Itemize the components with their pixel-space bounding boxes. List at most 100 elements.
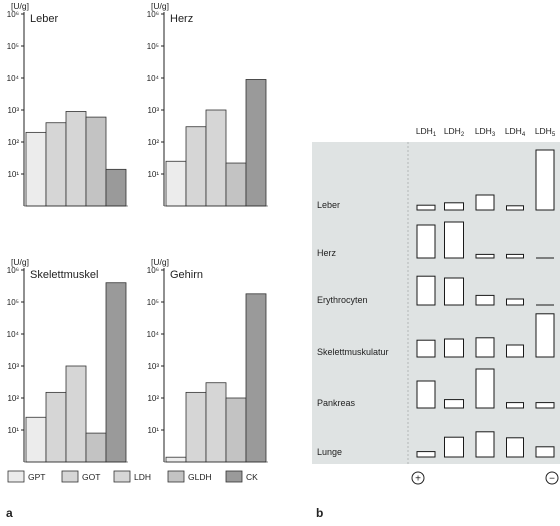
isoenzyme-column-headers: LDH1 LDH2 LDH3 LDH4 LDH5 — [416, 126, 556, 138]
isoenzyme-band — [475, 431, 495, 458]
y-tick-label: 10⁶ — [147, 266, 159, 275]
legend-swatch — [167, 470, 185, 483]
isoenzyme-row-herz: Herz — [317, 221, 554, 259]
isoenzyme-band — [475, 294, 495, 306]
isoenzyme-band — [444, 277, 464, 306]
bar-panel-gehirn: [U/g] 10¹ 10² 10³ 10⁴ 10⁵ 10⁶ Gehirn — [147, 257, 268, 463]
bar-ck — [105, 168, 127, 207]
y-tick-label: 10⁵ — [7, 298, 19, 307]
y-tick-label: 10¹ — [147, 426, 159, 435]
bar-gpt — [25, 131, 47, 207]
anode-label: + — [415, 474, 421, 485]
isoenzyme-row-skelettmuskulatur: Skelettmuskulatur — [317, 313, 555, 358]
bar-chart-panels: [U/g] 10¹ 10² 10³ 10⁴ 10⁵ 10⁶ Leber [U/g] 10¹ 10² 1… — [7, 1, 268, 463]
isoenzyme-band — [444, 436, 464, 458]
isoenzyme-band — [506, 402, 524, 409]
isoenzyme-band — [506, 437, 524, 458]
bar-got — [185, 126, 207, 207]
bar-ldh — [205, 382, 227, 463]
bar-ck — [245, 293, 267, 463]
column-header-ldh1: LDH1 — [416, 126, 437, 138]
isoenzyme-row-lunge: Lunge — [317, 431, 555, 458]
row-label: Herz — [317, 248, 337, 258]
legend-item-gldh: GLDH — [167, 470, 212, 483]
isoenzyme-band — [444, 221, 464, 259]
bar-panel-leber: [U/g] 10¹ 10² 10³ 10⁴ 10⁵ 10⁶ Leber — [7, 1, 128, 207]
y-tick-label: 10⁵ — [7, 42, 19, 51]
panel-title: Leber — [30, 13, 58, 25]
legend-swatch — [113, 470, 131, 483]
column-header-ldh5: LDH5 — [535, 126, 556, 138]
bar-gldh — [85, 432, 107, 463]
isoenzyme-band — [416, 451, 436, 458]
legend-item-ldh: LDH — [113, 470, 151, 483]
y-tick-label: 10¹ — [7, 426, 19, 435]
y-tick-label: 10⁴ — [147, 330, 160, 339]
isoenzyme-band — [444, 338, 464, 358]
y-tick-label: 10³ — [7, 106, 19, 115]
legend-item-got: GOT — [61, 470, 100, 483]
isoenzyme-band — [475, 337, 495, 358]
bar-panel-skelettmuskel: [U/g] 10¹ 10² 10³ 10⁴ 10⁵ 10⁶ Skelettmuskel — [7, 257, 128, 463]
panel-title: Skelettmuskel — [30, 269, 98, 281]
y-tick-label: 10⁵ — [147, 298, 159, 307]
bar-ldh — [65, 365, 87, 463]
isoenzyme-band — [535, 149, 555, 211]
y-tick-label: 10³ — [7, 362, 19, 371]
bar-got — [45, 122, 67, 207]
bar-ck — [245, 79, 267, 207]
bar-gldh — [85, 116, 107, 207]
y-tick-label: 10³ — [147, 362, 159, 371]
y-tick-label: 10⁶ — [7, 266, 19, 275]
column-header-ldh2: LDH2 — [444, 126, 465, 138]
cathode-label: − — [549, 474, 555, 485]
bar-gldh — [225, 162, 247, 207]
isoenzyme-row-leber: Leber — [317, 149, 555, 211]
y-tick-label: 10² — [147, 394, 159, 403]
cathode-icon — [545, 471, 559, 485]
isoenzyme-band — [416, 204, 436, 211]
isoenzyme-band — [416, 380, 436, 409]
bar-gpt — [165, 160, 187, 207]
panel-label-a: a — [6, 506, 13, 520]
bar-got — [45, 391, 67, 463]
legend-swatch — [225, 470, 243, 483]
column-header-ldh4: LDH4 — [505, 126, 526, 138]
legend-label: GLDH — [188, 472, 212, 482]
y-axis-unit-label: [U/g] — [151, 1, 169, 11]
y-tick-label: 10⁴ — [7, 330, 20, 339]
isoenzyme-band — [506, 253, 524, 259]
y-tick-label: 10² — [7, 138, 19, 147]
y-tick-label: 10⁴ — [147, 74, 160, 83]
isoenzyme-band — [444, 202, 464, 211]
legend-label: GOT — [82, 472, 100, 482]
y-tick-label: 10⁶ — [147, 10, 159, 19]
isoenzyme-band — [535, 402, 555, 409]
y-tick-label: 10¹ — [7, 170, 19, 179]
bar-ldh — [65, 111, 87, 207]
anode-icon — [411, 471, 425, 485]
panel-title: Herz — [170, 13, 193, 25]
row-label: Lunge — [317, 447, 342, 457]
legend-swatch — [61, 470, 79, 483]
electrode-poles: + − — [411, 471, 559, 485]
panel-title: Gehirn — [170, 269, 203, 281]
bar-got — [185, 391, 207, 463]
y-tick-label: 10¹ — [147, 170, 159, 179]
isoenzyme-band — [416, 224, 436, 259]
isoenzyme-band — [535, 313, 555, 358]
legend-swatch — [7, 470, 25, 483]
row-label: Pankreas — [317, 398, 356, 408]
bar-gpt — [165, 456, 187, 463]
bar-chart-legend: GPT GOT LDH GLDH CK — [7, 470, 258, 483]
bar-gldh — [225, 397, 247, 463]
legend-label: CK — [246, 472, 258, 482]
bar-panel-herz: [U/g] 10¹ 10² 10³ 10⁴ 10⁵ 10⁶ Herz — [147, 1, 268, 207]
bar-ldh — [205, 109, 227, 207]
isoenzyme-band — [506, 298, 524, 306]
bar-ck — [105, 282, 127, 463]
y-axis-unit-label: [U/g] — [11, 257, 29, 267]
isoenzyme-band — [535, 446, 555, 458]
